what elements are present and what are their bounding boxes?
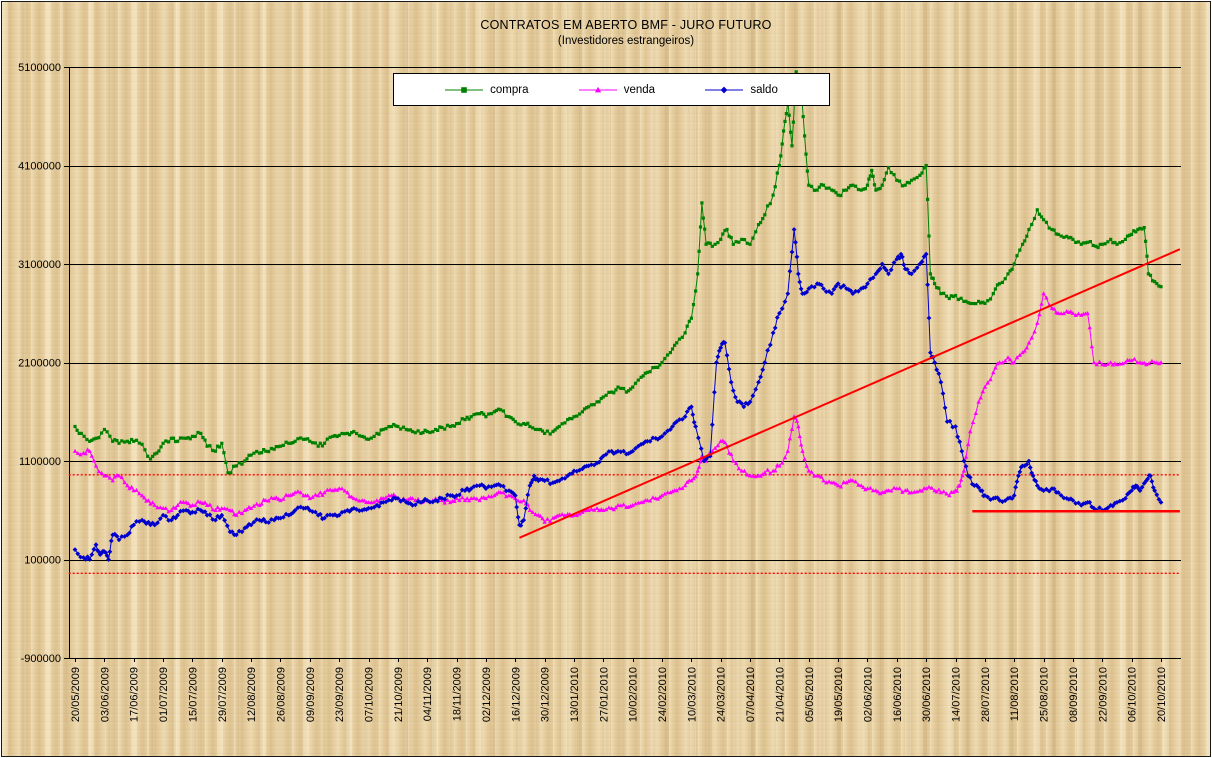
y-tick-label: 3100000 <box>18 259 61 271</box>
x-tick-label: 24/03/2010 <box>716 667 728 722</box>
x-tick-label: 24/02/2010 <box>657 667 669 722</box>
x-tick-label: 18/11/2009 <box>452 667 464 721</box>
x-tick-label: 22/09/2010 <box>1097 667 1109 722</box>
x-tick-label: 01/07/2009 <box>158 667 170 722</box>
x-tick-label: 19/05/2010 <box>833 667 845 722</box>
x-tick-label: 30/12/2009 <box>540 667 552 722</box>
x-tick-label: 15/07/2009 <box>187 667 199 722</box>
compra-line <box>74 71 1162 474</box>
y-tick-label: 100000 <box>24 555 61 567</box>
x-tick-label: 27/01/2010 <box>598 667 610 722</box>
x-tick-label: 14/07/2010 <box>951 667 963 722</box>
x-axis-labels: 20/05/2009 03/06/2009 17/06/2009 01/07/2009… <box>70 667 1168 722</box>
title-block: CONTRATOS EM ABERTO BMF - JURO FUTURO (I… <box>70 18 1182 47</box>
x-tick-label: 11/08/2010 <box>1009 667 1021 721</box>
legend: compra venda saldo <box>393 73 830 106</box>
x-tick-label: 13/01/2010 <box>569 667 581 722</box>
compra-marker-icon <box>445 84 484 96</box>
x-tick-label: 08/09/2010 <box>1068 667 1080 722</box>
x-tick-label: 21/10/2009 <box>393 667 405 722</box>
x-tick-label: 16/12/2009 <box>510 667 522 722</box>
x-tick-label: 30/06/2010 <box>921 667 933 722</box>
rising-trendline <box>519 248 1181 539</box>
series-compra <box>73 70 1163 475</box>
x-tick-label: 07/10/2009 <box>364 667 376 722</box>
x-tick-label: 23/09/2009 <box>334 667 346 722</box>
legend-label-venda: venda <box>623 83 656 96</box>
y-tick-label: -900000 <box>21 653 61 665</box>
x-tick-label: 17/06/2009 <box>129 667 141 722</box>
chart-title: CONTRATOS EM ABERTO BMF - JURO FUTURO <box>480 18 772 32</box>
x-tick-label: 10/03/2010 <box>686 667 698 722</box>
x-tick-label: 04/11/2009 <box>422 667 434 721</box>
legend-label-compra: compra <box>490 83 529 96</box>
x-tick-label: 12/08/2009 <box>246 667 258 722</box>
legend-item-venda: venda <box>578 83 656 96</box>
x-tick-label: 28/07/2010 <box>980 667 992 722</box>
x-tick-label: 09/09/2009 <box>305 667 317 722</box>
x-tick-label: 05/05/2010 <box>804 667 816 722</box>
legend-label-saldo: saldo <box>750 83 778 96</box>
legend-item-saldo: saldo <box>705 84 778 96</box>
y-tick-label: 1100000 <box>19 456 61 468</box>
x-tick-label: 20/10/2010 <box>1156 667 1168 722</box>
y-tick-label: 4100000 <box>18 161 61 173</box>
x-tick-label: 03/06/2009 <box>99 667 111 722</box>
y-axis-labels: 5100000 4100000 3100000 2100000 1100000 10000… <box>18 62 61 665</box>
y-tick-label: 2100000 <box>18 358 61 370</box>
x-tick-label: 21/04/2010 <box>774 667 786 722</box>
series-saldo <box>72 227 1164 562</box>
x-tick-label: 29/07/2009 <box>217 667 229 722</box>
x-tick-label: 07/04/2010 <box>745 667 757 722</box>
legend-item-compra: compra <box>445 84 528 96</box>
x-tick-label: 10/02/2010 <box>628 667 640 722</box>
x-tick-label: 26/08/2009 <box>275 667 287 722</box>
x-tick-label: 20/05/2009 <box>70 667 82 722</box>
x-tick-label: 02/06/2010 <box>862 667 874 722</box>
axes-and-gridlines <box>64 67 1181 662</box>
x-tick-label: 25/08/2010 <box>1039 667 1051 722</box>
venda-marker-icon <box>578 84 617 96</box>
x-tick-label: 16/06/2010 <box>892 667 904 722</box>
saldo-marker-icon <box>705 84 744 96</box>
x-tick-label: 06/10/2010 <box>1127 667 1139 722</box>
y-tick-label: 5100000 <box>18 62 61 74</box>
x-tick-label: 02/12/2009 <box>481 667 493 722</box>
chart-subtitle: (Investidores estrangeiros) <box>557 35 695 47</box>
series-venda <box>72 291 1164 524</box>
